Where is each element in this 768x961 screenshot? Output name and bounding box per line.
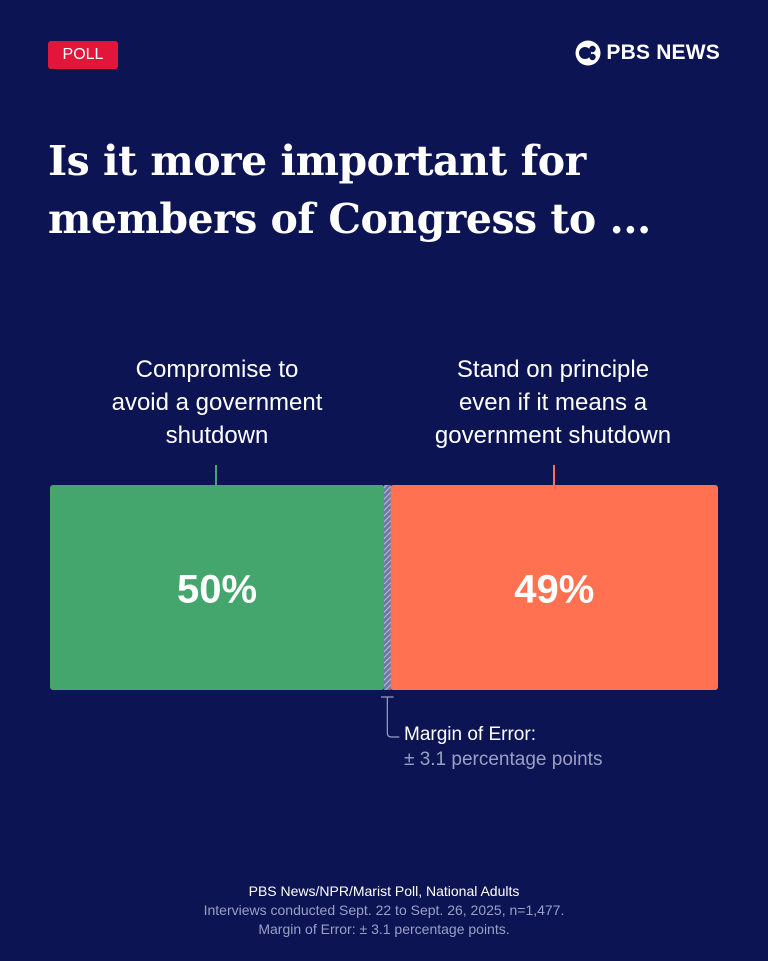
pbs-head-icon [575, 40, 601, 66]
bar-unsure [384, 485, 391, 690]
option-label-line: shutdown [165, 422, 269, 449]
value-label-compromise: 50% [177, 568, 257, 612]
footer: PBS News/NPR/Marist Poll, National Adult… [0, 882, 768, 939]
moe-bracket-leader [386, 697, 400, 738]
margin-of-error-value: ± 3.1 percentage points [404, 749, 603, 770]
option-label-line: avoid a government [111, 389, 323, 416]
footer-moe: Margin of Error: ± 3.1 percentage points… [258, 921, 510, 937]
title-line-1: Is it more important for [48, 137, 586, 185]
footer-source: PBS News/NPR/Marist Poll, National Adult… [248, 883, 520, 899]
title-line-2: members of Congress to ... [48, 195, 651, 243]
option-label-principle: Stand on principle even if it means a go… [398, 353, 708, 452]
brand-name: PBS NEWS [606, 41, 720, 64]
footer-details: Interviews conducted Sept. 22 to Sept. 2… [203, 902, 565, 918]
option-label-line: Stand on principle [456, 356, 650, 383]
value-label-principle: 49% [514, 568, 594, 612]
option-label-line: even if it means a [458, 389, 648, 416]
bar-compromise [50, 485, 385, 690]
poll-badge: POLL [48, 41, 118, 69]
chart-title: Is it more important for members of Cong… [48, 132, 728, 248]
pbs-news-logo: PBS NEWS [575, 40, 720, 66]
bar-principle [390, 485, 718, 690]
option-label-compromise: Compromise to avoid a government shutdow… [62, 353, 372, 452]
option-label-line: government shutdown [434, 422, 672, 449]
option-label-line: Compromise to [135, 356, 299, 383]
margin-of-error-label: Margin of Error: [404, 724, 536, 745]
